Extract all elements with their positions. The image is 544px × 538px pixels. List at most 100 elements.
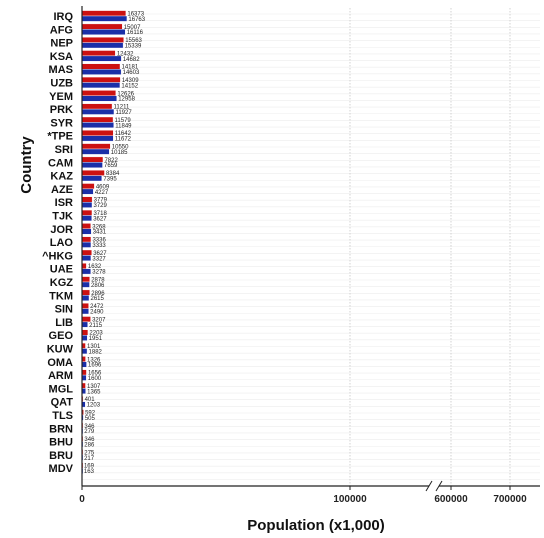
bar (81, 295, 90, 301)
bar (81, 10, 127, 17)
bar (81, 263, 87, 269)
bar (81, 201, 93, 208)
data-label: 10550 (112, 145, 129, 151)
data-label: 1307 (87, 384, 101, 390)
data-label: 7822 (104, 158, 118, 164)
category-label: BHU (49, 437, 73, 449)
bar (81, 108, 115, 115)
category-label: TKM (49, 290, 73, 302)
x-axis-title: Population (x1,000) (247, 517, 385, 534)
data-label: 1203 (87, 403, 101, 409)
x-tick-label: 100000 (333, 494, 367, 505)
category-label: MGL (49, 383, 74, 395)
category-label: SYR (50, 117, 73, 129)
category-label: ^HKG (42, 250, 73, 262)
category-label: LAO (50, 237, 74, 249)
data-label: 1632 (88, 264, 102, 270)
data-label: 3627 (93, 251, 107, 257)
data-label: 2615 (91, 296, 105, 302)
category-label: KGZ (50, 277, 74, 289)
data-label: 16116 (127, 30, 144, 36)
bar (81, 316, 91, 323)
data-label: 163 (84, 469, 95, 475)
axis-break-mark (425, 480, 433, 492)
axis-break-mark (435, 480, 443, 492)
data-label: 169 (84, 464, 95, 470)
bar (81, 143, 111, 150)
data-label: 2203 (89, 331, 103, 337)
data-label: 15563 (125, 38, 142, 44)
data-label: 12626 (117, 91, 134, 97)
bar (81, 103, 113, 110)
bar (81, 122, 114, 129)
bar (81, 183, 95, 190)
bar (81, 321, 88, 328)
data-label: 217 (84, 456, 95, 462)
data-label: 2878 (91, 278, 105, 284)
bar (81, 175, 103, 182)
bar (81, 303, 89, 309)
bar (81, 289, 90, 296)
category-label: PRK (50, 104, 73, 116)
bar (81, 29, 126, 35)
data-label: 2896 (91, 291, 105, 297)
category-label: AZE (51, 184, 73, 196)
data-label: 2472 (90, 304, 104, 310)
bar (81, 236, 92, 243)
data-label: 14181 (122, 65, 139, 71)
data-label: 1656 (88, 371, 102, 377)
category-label: GEO (49, 330, 74, 342)
category-label: ISR (55, 197, 73, 209)
data-label: 7395 (103, 177, 117, 183)
category-label: YEM (49, 91, 73, 103)
data-label: 4609 (96, 184, 110, 190)
bar (81, 281, 90, 288)
data-label: 3718 (93, 211, 107, 217)
bar (81, 135, 114, 142)
data-label: 11211 (114, 105, 130, 111)
data-label: 14682 (123, 57, 140, 63)
category-label: UZB (50, 78, 73, 90)
data-label: 2806 (91, 283, 105, 289)
bar (81, 241, 92, 248)
data-label: 505 (85, 416, 96, 422)
data-label: 279 (84, 429, 95, 435)
data-label: 275 (84, 450, 95, 456)
data-label: 3327 (92, 256, 106, 262)
data-label: 14309 (122, 78, 139, 84)
x-ticks: 0 100000 600000 700000 (79, 486, 527, 505)
bar (81, 162, 103, 168)
data-label: 11642 (115, 131, 132, 137)
bar (81, 95, 117, 102)
category-label: ARM (48, 370, 73, 382)
category-label: LIB (55, 317, 73, 329)
gridlines (82, 8, 540, 486)
bar (81, 369, 87, 376)
category-label: AFG (50, 24, 73, 36)
bar (81, 249, 92, 256)
data-label: 4227 (95, 190, 109, 196)
data-label: 12432 (117, 51, 134, 57)
bar (81, 76, 121, 83)
category-label: *TPE (47, 131, 73, 143)
data-label: 346 (84, 437, 95, 443)
category-label: CAM (48, 157, 73, 169)
bar (81, 50, 116, 57)
data-label: 11672 (115, 137, 132, 143)
data-label: 15007 (124, 25, 141, 31)
data-label: 3431 (93, 230, 107, 236)
data-label: 2490 (90, 310, 104, 316)
data-label: 16373 (127, 12, 144, 18)
bar (81, 68, 122, 75)
x-tick-label: 0 (79, 494, 85, 505)
category-label: IRQ (53, 11, 73, 23)
bar (81, 37, 124, 43)
data-label: 3278 (92, 270, 106, 276)
y-axis-title: Country (18, 136, 35, 194)
bar (81, 335, 88, 341)
data-label: 1365 (87, 389, 101, 395)
bar (81, 156, 104, 163)
bar (81, 90, 117, 97)
bar (81, 374, 87, 381)
bar (81, 215, 92, 222)
